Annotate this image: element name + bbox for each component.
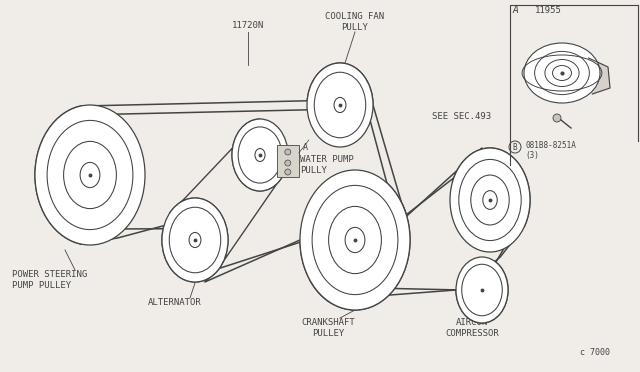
- Ellipse shape: [450, 148, 530, 252]
- Circle shape: [285, 160, 291, 166]
- Text: AIRCON
COMPRESSOR: AIRCON COMPRESSOR: [445, 318, 499, 338]
- Text: 11720N: 11720N: [232, 21, 264, 30]
- Ellipse shape: [300, 170, 410, 310]
- Text: A: A: [303, 143, 308, 152]
- Circle shape: [553, 114, 561, 122]
- Circle shape: [285, 169, 291, 175]
- Text: COOLING FAN
PULLY: COOLING FAN PULLY: [325, 12, 385, 32]
- Bar: [277, 145, 299, 177]
- Text: B: B: [513, 142, 517, 151]
- Text: CRANKSHAFT
PULLEY: CRANKSHAFT PULLEY: [301, 318, 355, 338]
- Ellipse shape: [35, 105, 145, 245]
- Text: POWER STEERING
PUMP PULLEY: POWER STEERING PUMP PULLEY: [12, 270, 87, 290]
- Polygon shape: [589, 58, 610, 94]
- Ellipse shape: [307, 63, 373, 147]
- Text: WATER PUMP
PULLY: WATER PUMP PULLY: [300, 155, 354, 175]
- Text: SEE SEC.493: SEE SEC.493: [432, 112, 491, 121]
- Text: ALTERNATOR: ALTERNATOR: [148, 298, 202, 307]
- Ellipse shape: [162, 198, 228, 282]
- Text: c 7000: c 7000: [580, 348, 610, 357]
- Text: 081B8-8251A
(3): 081B8-8251A (3): [525, 141, 576, 160]
- Text: A: A: [513, 5, 519, 15]
- Ellipse shape: [456, 257, 508, 323]
- Text: 11955: 11955: [535, 6, 562, 15]
- Ellipse shape: [232, 119, 288, 191]
- Circle shape: [285, 149, 291, 155]
- Ellipse shape: [524, 43, 600, 103]
